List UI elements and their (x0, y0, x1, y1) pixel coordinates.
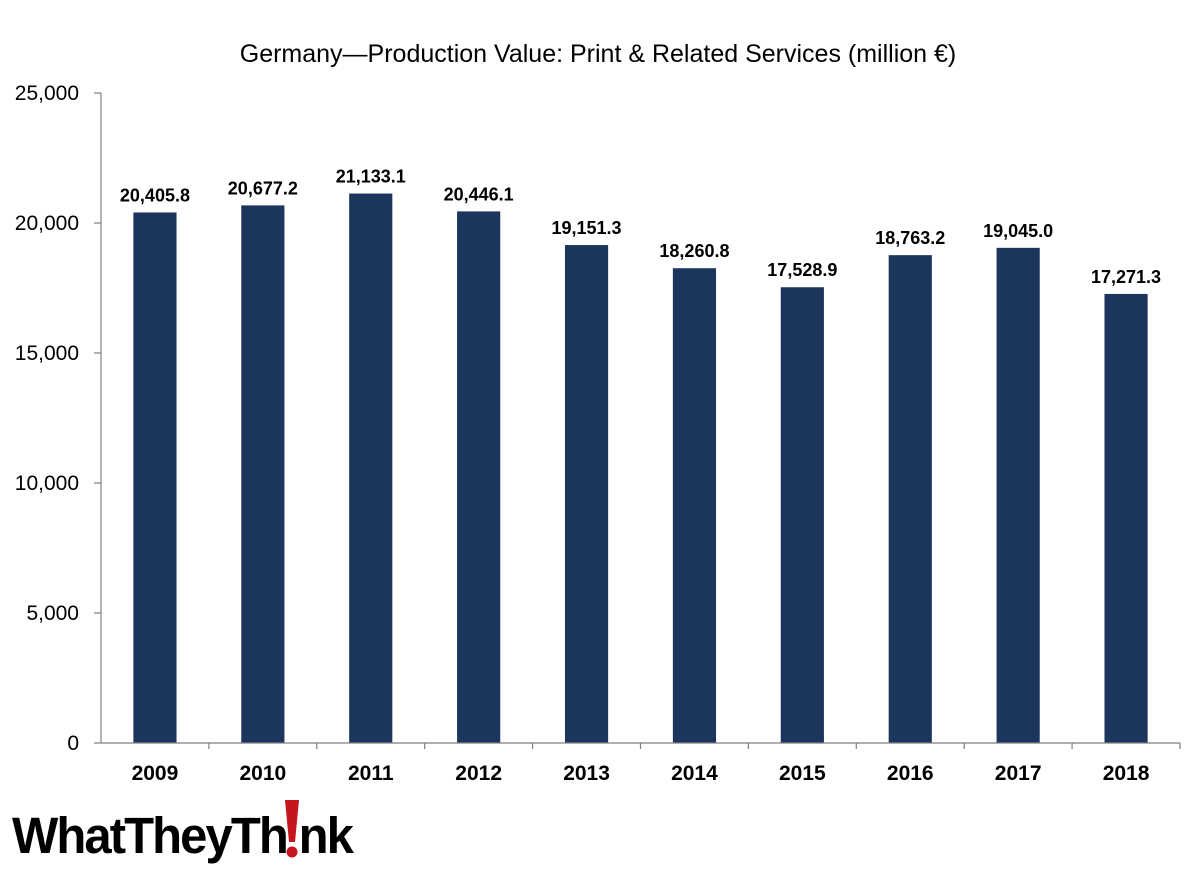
data-label: 17,528.9 (767, 260, 837, 280)
data-label: 18,260.8 (659, 241, 729, 261)
bar-2015 (780, 287, 824, 743)
y-tick-label: 0 (67, 732, 79, 755)
x-tick-label: 2016 (887, 762, 934, 785)
data-label: 19,045.0 (983, 221, 1053, 241)
x-tick-label: 2009 (132, 762, 179, 785)
logo-wordmark: WhatTheyThink (12, 807, 355, 864)
data-label: 20,677.2 (228, 178, 298, 198)
x-tick-label: 2017 (995, 762, 1042, 785)
y-tick-label: 25,000 (15, 82, 79, 105)
bar-2012 (457, 211, 501, 744)
x-tick-label: 2010 (239, 762, 286, 785)
bar-2014 (672, 268, 717, 743)
bar-2009 (133, 212, 177, 743)
bar-2010 (241, 205, 285, 743)
data-label: 19,151.3 (552, 218, 622, 238)
y-tick-label: 20,000 (15, 212, 79, 235)
x-tick-label: 2018 (1103, 762, 1150, 785)
bars: 20,405.8 20,677.2 21,133.1 20,446.1 19,151.3… (120, 167, 1161, 744)
y-tick-label: 10,000 (15, 472, 79, 495)
data-label: 21,133.1 (336, 167, 406, 187)
y-tick-label: 5,000 (26, 602, 79, 625)
data-label: 18,763.2 (875, 228, 945, 248)
y-axis: 0 5,000 10,000 15,000 20,000 25,000 (15, 82, 102, 755)
chart-title: Germany—Production Value: Print & Relate… (240, 40, 957, 68)
data-label: 17,271.3 (1091, 267, 1161, 287)
bar-2016 (888, 255, 932, 743)
x-tick-label: 2011 (348, 762, 394, 785)
bar-2018 (1104, 293, 1148, 743)
x-tick-label: 2013 (563, 762, 610, 785)
data-label: 20,405.8 (120, 185, 190, 205)
bar-2017 (996, 247, 1040, 743)
bar-2013 (564, 245, 609, 743)
whattheythink-logo: WhatTheyThink (12, 800, 357, 864)
exclamation-logo-icon (285, 800, 299, 858)
x-tick-label: 2014 (671, 762, 718, 785)
data-label: 20,446.1 (444, 184, 514, 204)
x-axis: 2009 2010 2011 2012 2013 2014 2015 2016 2017 2018 (101, 742, 1181, 785)
y-tick-label: 15,000 (15, 342, 79, 365)
x-tick-label: 2012 (455, 762, 502, 785)
x-tick-label: 2015 (779, 762, 826, 785)
bar-2011 (349, 193, 393, 743)
